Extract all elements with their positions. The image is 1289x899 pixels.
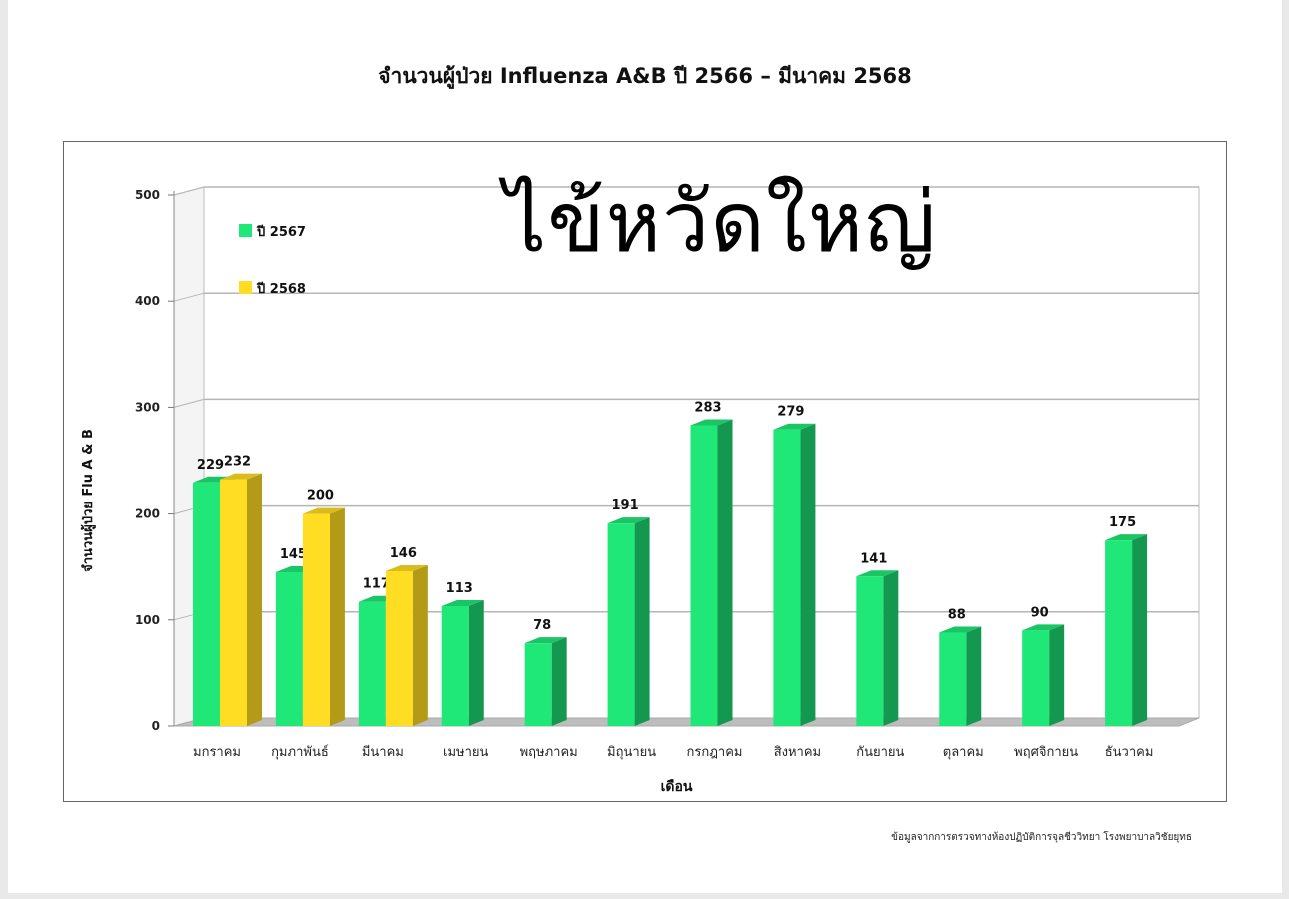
legend-swatch <box>239 224 252 237</box>
bar-top <box>856 570 899 577</box>
x-tick-label: กุมภาพันธ์ <box>271 744 329 760</box>
y-axis-label: จำนวนผู้ป่วย Flu A & B <box>80 429 96 572</box>
x-tick-label: มกราคม <box>193 745 241 760</box>
y-tick-label: 300 <box>135 400 160 414</box>
bar <box>524 643 552 726</box>
bar-side <box>551 637 567 726</box>
gridline-side <box>173 186 205 196</box>
bar <box>856 576 884 726</box>
y-tick-label: 200 <box>135 507 160 521</box>
bar <box>358 601 386 726</box>
bar-top <box>220 473 262 480</box>
bar-top <box>385 564 428 571</box>
bar-top <box>302 507 345 514</box>
legend-swatch <box>239 281 252 294</box>
bar <box>193 482 220 726</box>
bar <box>220 479 247 726</box>
bar <box>1105 540 1133 726</box>
bar-top <box>1105 534 1148 541</box>
bar <box>275 572 303 726</box>
bar-side <box>412 564 428 726</box>
bar-side <box>717 419 733 726</box>
bar-side <box>634 517 650 726</box>
slide-page: จำนวนผู้ป่วย Influenza A&B ปี 2566 – มีน… <box>8 0 1282 893</box>
y-tick-label: 400 <box>135 294 160 308</box>
x-tick-label: กันยายน <box>856 745 904 760</box>
bar-value-label: 191 <box>612 498 639 513</box>
bar-value-label: 88 <box>948 608 966 623</box>
bar-top <box>524 637 567 644</box>
x-tick-label: ตุลาคม <box>943 745 984 760</box>
bar-value-label: 113 <box>446 581 473 596</box>
gridline-side <box>173 292 205 302</box>
bar-value-label: 78 <box>533 618 551 633</box>
bar-top <box>939 626 982 633</box>
y-tick-label: 0 <box>152 719 160 733</box>
bar-value-label: 117 <box>363 577 390 592</box>
legend-label: ปี 2567 <box>256 224 306 240</box>
x-tick-label: สิงหาคม <box>774 745 821 760</box>
bar-value-label: 200 <box>307 489 334 504</box>
bar-top <box>690 419 733 426</box>
bar-side <box>468 599 484 726</box>
bar-value-label: 90 <box>1031 605 1049 620</box>
bar-value-label: 283 <box>694 400 721 415</box>
bar-value-label: 145 <box>280 547 307 562</box>
x-tick-label: เมษายน <box>443 745 488 760</box>
bar-top <box>1022 624 1065 631</box>
bar <box>441 605 469 726</box>
bar-side <box>966 626 982 726</box>
x-tick-label: มิถุนายน <box>607 745 656 760</box>
bar-value-label: 279 <box>777 405 804 420</box>
bar-value-label: 146 <box>390 546 417 561</box>
chart-frame: 0 100 200 300 400 500 จำนวนผู้ป่วย Flu A & B 22… <box>63 141 1227 802</box>
x-tick-label: กรกฎาคม <box>686 745 742 760</box>
bar-side <box>1049 624 1065 726</box>
bar-side <box>883 570 899 726</box>
chart-overlay-title: ไข้หวัดใหญ่ <box>504 173 937 271</box>
x-tick-label: มีนาคม <box>362 744 404 760</box>
bar-top <box>773 423 816 430</box>
bar-value-label: 232 <box>224 455 251 470</box>
data-source-note: ข้อมูลจากการตรวจทางห้องปฏิบัติการจุลชีวว… <box>891 832 1192 843</box>
bar-side <box>247 473 262 726</box>
bar <box>1022 630 1050 726</box>
gridline-side <box>173 398 205 408</box>
legend-label: ปี 2568 <box>256 281 306 297</box>
bar-value-label: 141 <box>860 551 887 566</box>
bar <box>773 429 801 726</box>
bar-top <box>441 599 484 606</box>
bar-value-label: 175 <box>1109 515 1136 530</box>
bar <box>939 632 967 726</box>
bar <box>385 570 413 726</box>
bar-value-label: 229 <box>197 458 224 473</box>
x-tick-label: ธันวาคม <box>1105 745 1154 760</box>
page-title: จำนวนผู้ป่วย Influenza A&B ปี 2566 – มีน… <box>378 64 912 88</box>
bar-top <box>607 517 650 524</box>
bar <box>607 523 635 726</box>
x-tick-label: พฤศจิกายน <box>1014 745 1078 760</box>
bar-side <box>329 507 345 726</box>
bar-side <box>800 423 816 726</box>
bar-side <box>1132 534 1148 726</box>
y-tick-label: 500 <box>135 188 160 202</box>
bar-chart: 0 100 200 300 400 500 จำนวนผู้ป่วย Flu A & B 22… <box>80 186 1200 795</box>
x-tick-label: พฤษภาคม <box>520 745 578 760</box>
bar <box>690 425 718 726</box>
y-tick-label: 100 <box>135 613 160 627</box>
x-axis-label: เดือน <box>661 779 693 795</box>
bar <box>302 513 330 726</box>
